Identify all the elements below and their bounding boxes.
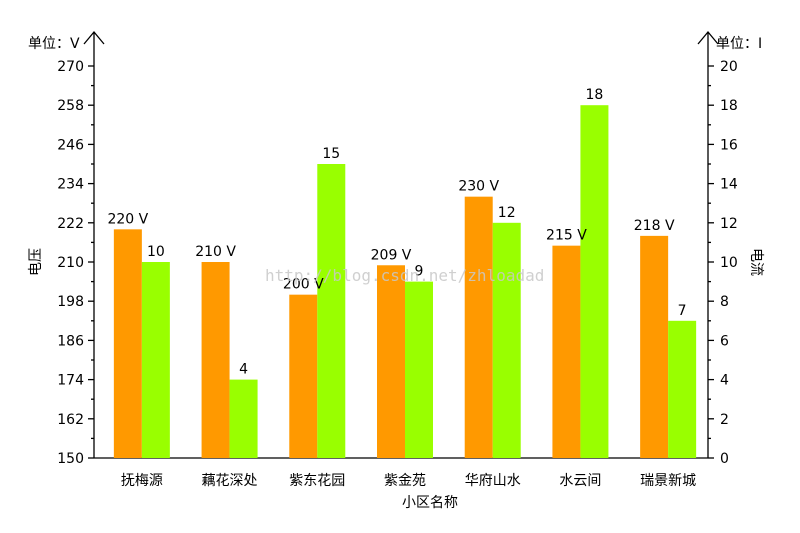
right-tick-label: 16 <box>720 137 738 153</box>
left-tick-label: 150 <box>57 451 84 467</box>
current-data-label: 12 <box>498 205 516 221</box>
voltage-bar <box>552 245 581 458</box>
left-tick-label: 234 <box>57 177 84 193</box>
right-tick-label: 10 <box>720 255 738 271</box>
category-label: 水云间 <box>559 473 601 489</box>
bars <box>113 105 697 458</box>
right-tick-label: 2 <box>720 412 729 428</box>
right-y-axis-title: 电流 <box>748 248 764 276</box>
right-tick-label: 4 <box>720 373 729 389</box>
voltage-data-label: 218 V <box>634 218 675 234</box>
x-axis-title: 小区名称 <box>402 495 458 511</box>
left-y-axis-arrow <box>83 30 105 45</box>
right-unit-label: 单位：I <box>716 36 762 52</box>
left-unit-label: 单位：V <box>28 36 80 52</box>
voltage-data-label: 220 V <box>107 211 148 227</box>
category-label: 紫金苑 <box>384 473 426 489</box>
left-tick-label: 258 <box>57 98 84 114</box>
voltage-data-label: 200 V <box>283 277 324 293</box>
right-tick-label: 6 <box>720 333 729 349</box>
voltage-data-label: 210 V <box>195 244 236 260</box>
category-label: 华府山水 <box>465 473 521 489</box>
right-tick-label: 20 <box>720 59 738 75</box>
current-data-label: 18 <box>586 87 604 103</box>
current-bar <box>229 379 258 458</box>
left-tick-label: 198 <box>57 294 84 310</box>
left-tick-label: 210 <box>57 255 84 271</box>
left-y-axis-title: 电压 <box>28 248 44 276</box>
category-label: 抚梅源 <box>121 473 163 489</box>
current-bar <box>141 262 170 458</box>
category-label: 紫东花园 <box>289 473 345 489</box>
right-tick-label: 14 <box>720 177 738 193</box>
current-bar <box>317 164 346 458</box>
left-tick-label: 246 <box>57 137 84 153</box>
voltage-bar <box>113 229 142 458</box>
current-data-label: 15 <box>322 146 340 162</box>
right-tick-label: 0 <box>720 451 729 467</box>
voltage-bar <box>377 265 405 458</box>
left-tick-label: 186 <box>57 333 84 349</box>
current-bar <box>668 320 697 458</box>
voltage-data-label: 209 V <box>371 247 412 263</box>
current-data-label: 7 <box>678 303 687 319</box>
right-tick-label: 12 <box>720 216 738 232</box>
current-data-label: 9 <box>415 264 424 280</box>
voltage-bar <box>464 196 493 458</box>
current-bar <box>580 105 609 458</box>
current-data-label: 10 <box>147 244 165 260</box>
voltage-data-label: 230 V <box>458 179 499 195</box>
current-bar <box>405 281 433 458</box>
voltage-bar <box>640 235 669 458</box>
category-label: 瑞景新城 <box>640 473 696 489</box>
watermark-text: http://blog.csdn.net/zhloadad <box>265 266 544 285</box>
labels: 抚梅源 220 V 10 藕花深处 210 V 4 紫东花园 200 V 15 紫金苑 209 V9… <box>107 87 696 489</box>
left-tick-label: 270 <box>57 59 84 75</box>
left-tick-label: 174 <box>57 373 84 389</box>
category-label: 藕花深处 <box>202 473 258 489</box>
voltage-data-label: 215 V <box>546 228 587 244</box>
right-tick-label: 18 <box>720 98 738 114</box>
left-tick-label: 222 <box>57 216 84 232</box>
right-tick-label: 8 <box>720 294 729 310</box>
voltage-bar <box>289 294 318 458</box>
current-bar <box>492 222 521 458</box>
current-data-label: 4 <box>239 362 248 378</box>
voltage-bar <box>201 262 230 458</box>
left-tick-label: 162 <box>57 412 84 428</box>
right-y-axis-arrow <box>697 30 719 45</box>
